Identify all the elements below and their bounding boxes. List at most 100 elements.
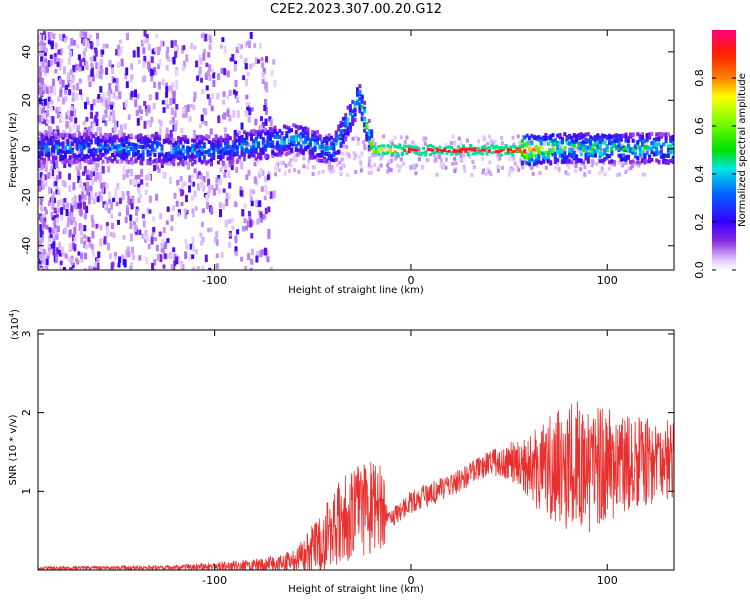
heatmap-cell [316, 130, 319, 135]
heatmap-cell [42, 31, 46, 38]
heatmap-cell [299, 148, 303, 153]
heatmap-cell [476, 146, 480, 150]
heatmap-cell [122, 138, 126, 143]
heatmap-cell [110, 201, 114, 210]
y-tick-label: 0 [20, 145, 33, 152]
heatmap-cell [374, 147, 378, 150]
heatmap-cell [87, 196, 91, 205]
heatmap-cell [591, 150, 595, 155]
heatmap-cell [221, 151, 225, 156]
heatmap-cell [157, 63, 161, 70]
heatmap-cell [91, 231, 95, 239]
heatmap-cell [294, 130, 298, 135]
heatmap-cell [221, 154, 225, 159]
heatmap-cell [125, 140, 129, 144]
heatmap-cell [45, 146, 49, 151]
heatmap-cell [648, 135, 652, 140]
heatmap-cell [352, 151, 356, 156]
heatmap-cell [228, 153, 232, 158]
heatmap-cell [633, 149, 637, 154]
heatmap-cell [244, 110, 248, 117]
heatmap-cell [240, 152, 244, 157]
heatmap-cell [121, 254, 125, 260]
heatmap-cell [144, 236, 148, 243]
heatmap-cell [184, 139, 187, 144]
heatmap-cell [590, 163, 594, 168]
heatmap-cell [160, 162, 164, 168]
heatmap-cell [243, 218, 247, 224]
heatmap-cell [232, 110, 236, 118]
heatmap-cell [245, 225, 248, 231]
heatmap-cell [313, 155, 317, 160]
heatmap-cell [40, 136, 44, 144]
heatmap-cell [316, 138, 319, 143]
heatmap-cell [52, 197, 56, 203]
heatmap-cell [222, 188, 226, 193]
heatmap-cell [162, 139, 166, 144]
heatmap-cell [318, 158, 322, 163]
heatmap-cell [204, 254, 208, 263]
heatmap-cell [363, 109, 367, 114]
snr-series-line [38, 401, 674, 570]
heatmap-cell [120, 58, 124, 67]
heatmap-cell [528, 147, 531, 152]
heatmap-cell [629, 133, 633, 138]
heatmap-cell [271, 154, 275, 158]
heatmap-cell [523, 149, 527, 154]
heatmap-cell [71, 153, 75, 162]
colorbar-gradient [712, 30, 736, 270]
heatmap-cell [165, 133, 169, 138]
heatmap-cell [134, 99, 138, 108]
heatmap-cell [83, 268, 87, 270]
heatmap-cell [544, 150, 548, 155]
heatmap-cell [165, 91, 169, 98]
heatmap-cell [100, 182, 104, 189]
heatmap-cell [577, 136, 581, 141]
heatmap-cell [582, 133, 586, 138]
heatmap-cell [144, 229, 148, 235]
heatmap-cell [89, 152, 93, 157]
heatmap-cell [114, 253, 118, 260]
heatmap-cell [396, 163, 399, 168]
heatmap-cell [509, 151, 513, 155]
heatmap-cell [643, 155, 647, 159]
heatmap-cell [490, 144, 494, 148]
heatmap-cell [354, 135, 358, 140]
heatmap-cell [266, 137, 270, 142]
heatmap-cell [111, 222, 114, 230]
heatmap-cell [67, 45, 71, 50]
heatmap-cell [217, 188, 221, 194]
heatmap-cell [431, 145, 435, 149]
heatmap-cell [82, 133, 86, 138]
heatmap-cell [84, 235, 88, 241]
heatmap-cell [493, 139, 497, 144]
heatmap-cell [111, 153, 114, 157]
heatmap-cell [157, 168, 161, 173]
heatmap-cell [113, 125, 117, 132]
heatmap-cell [123, 259, 127, 268]
heatmap-cell [142, 220, 146, 228]
heatmap-cell [396, 145, 399, 149]
heatmap-cell [261, 146, 265, 151]
heatmap-cell [159, 212, 163, 220]
heatmap-cell [563, 146, 567, 150]
heatmap-cell [259, 125, 263, 132]
heatmap-cell [167, 56, 170, 62]
heatmap-cell [379, 163, 383, 168]
heatmap-cell [530, 157, 534, 162]
heatmap-cell [135, 110, 139, 117]
heatmap-cell [539, 139, 543, 144]
heatmap-cell [323, 151, 326, 156]
heatmap-cell [49, 232, 53, 239]
heatmap-cell [516, 165, 519, 170]
heatmap-cell [327, 146, 331, 151]
heatmap-cell [367, 170, 371, 175]
heatmap-cell [191, 162, 195, 167]
heatmap-cell [59, 89, 63, 98]
heatmap-cell [334, 157, 338, 162]
heatmap-cell [95, 163, 99, 172]
heatmap-cell [189, 243, 193, 250]
heatmap-cell [530, 150, 534, 155]
heatmap-cell [129, 142, 133, 147]
